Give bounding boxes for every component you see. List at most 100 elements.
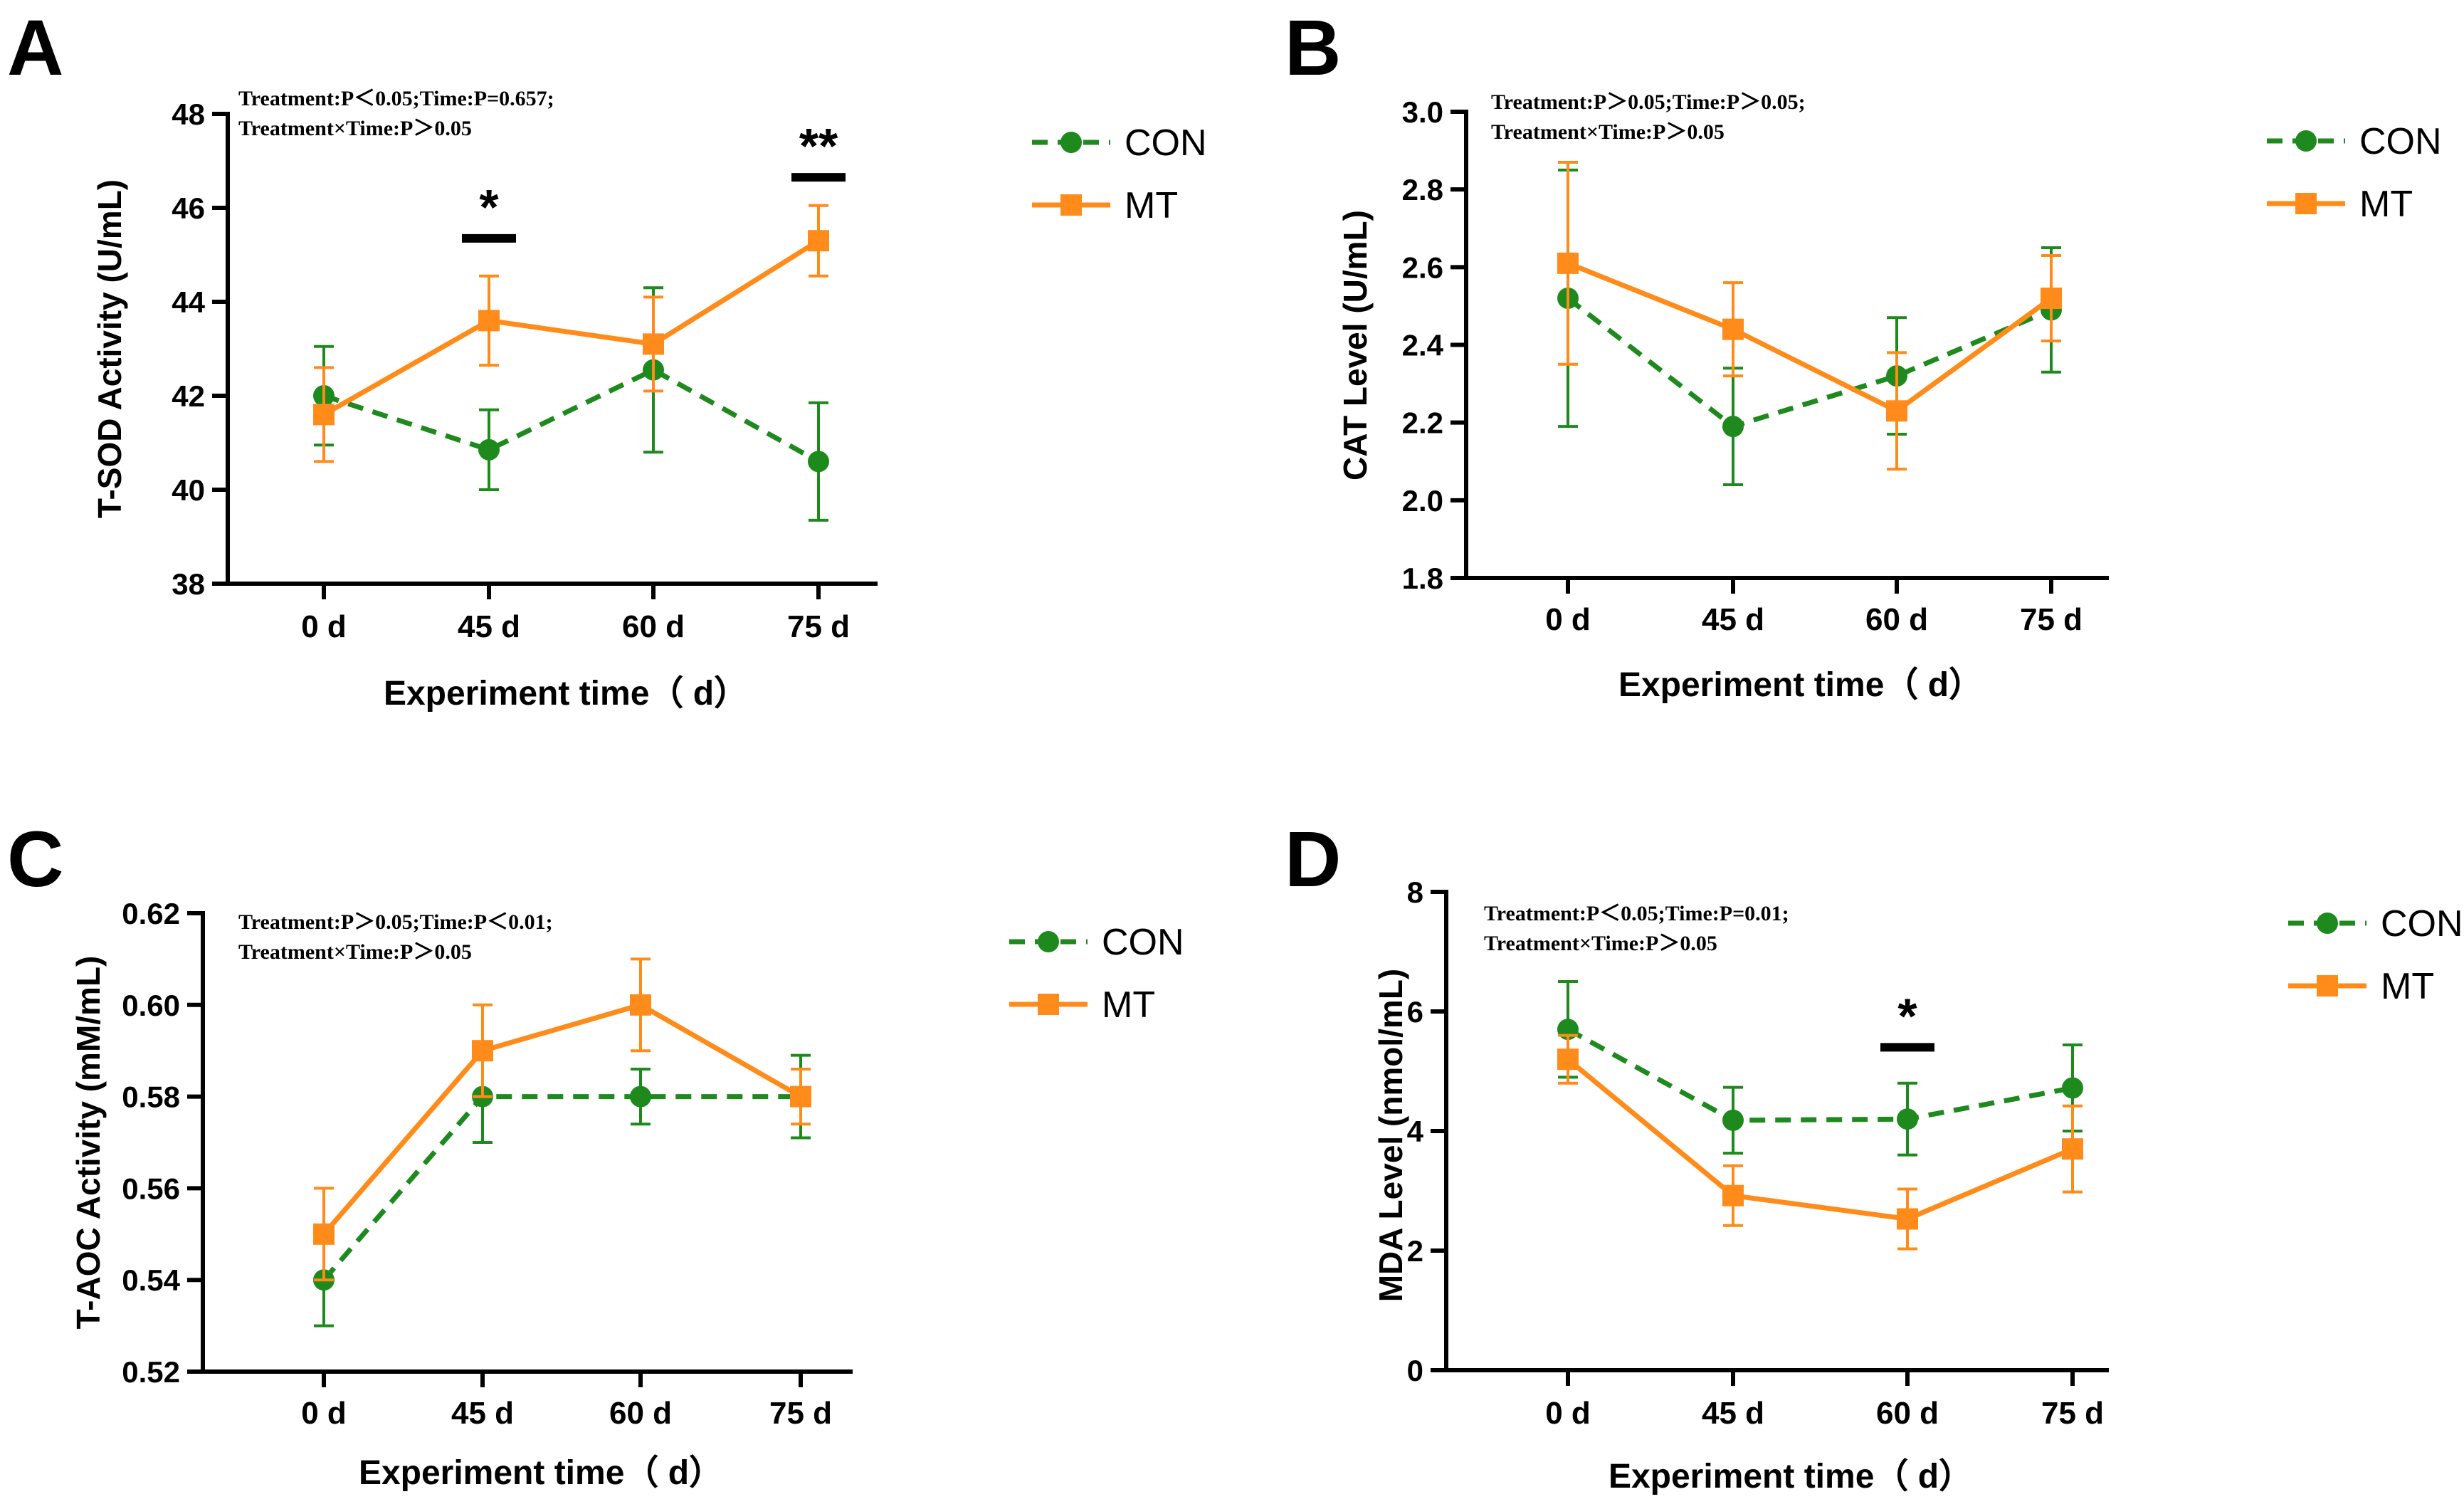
series-mt — [313, 204, 829, 463]
legend-marker — [1060, 132, 1082, 153]
y-tick-label: 8 — [1407, 876, 1423, 909]
data-point — [630, 994, 651, 1016]
x-tick-label: 75 d — [2020, 602, 2083, 637]
y-tick-label: 0.58 — [122, 1081, 180, 1114]
legend-label: CON — [1102, 922, 1184, 963]
legend-label: MT — [1102, 984, 1155, 1026]
data-point — [1722, 416, 1744, 438]
y-tick-label: 4 — [1407, 1115, 1424, 1148]
data-point — [790, 1085, 811, 1108]
data-point — [2062, 1138, 2083, 1160]
legend-marker — [2317, 975, 2338, 997]
series-mt — [1557, 1034, 2083, 1251]
series-line — [1567, 261, 2053, 414]
series-con — [313, 286, 829, 522]
series-line — [322, 367, 820, 464]
legend-label: MT — [2381, 966, 2434, 1007]
series-mt — [1557, 160, 2062, 471]
y-tick-label: 2 — [1407, 1234, 1423, 1268]
legend-label: MT — [2359, 184, 2413, 225]
data-point — [1897, 1208, 1918, 1230]
y-axis-label: T-AOC Activity (mM/mL) — [70, 956, 107, 1330]
y-axis-label: T-SOD Activity (U/mL) — [91, 179, 128, 518]
series-line — [322, 1002, 802, 1236]
x-tick-label: 0 d — [301, 609, 347, 644]
x-axis-label: Experiment time（ d） — [1618, 666, 1983, 704]
x-axis-label: Experiment time（ d） — [1609, 1458, 1973, 1495]
panel-letter: D — [1285, 816, 1341, 903]
panel-c: C Treatment:P＞0.05;Time:P＜0.01; Treatment×… — [7, 816, 1184, 1492]
legend-item-con: CON — [1032, 122, 1207, 164]
y-tick-label: 0.62 — [122, 897, 180, 930]
y-tick-label: 0.52 — [122, 1355, 180, 1389]
panel-letter: A — [7, 4, 63, 92]
data-point — [472, 1040, 493, 1062]
x-tick-label: 75 d — [769, 1396, 832, 1431]
y-tick-label: 46 — [172, 191, 205, 225]
data-point — [478, 438, 500, 461]
series-mt — [313, 957, 811, 1282]
y-axis-label: MDA Level (nmol/mL) — [1372, 969, 1409, 1303]
series-con — [1557, 168, 2062, 486]
y-tick-label: 38 — [172, 567, 205, 601]
legend-label: CON — [2359, 121, 2442, 162]
legend-marker — [1060, 194, 1082, 216]
stats-annotation: Treatment:P＞0.05;Time:P＜0.01; — [238, 910, 553, 934]
panel-b: B Treatment:P＞0.05;Time:P＞0.05; Treatment×… — [1285, 4, 2442, 704]
y-tick-label: 2.2 — [1402, 406, 1443, 440]
panel-letter: B — [1285, 4, 1341, 92]
significance-label: * — [479, 179, 499, 235]
data-point — [808, 451, 829, 473]
y-tick-label: 44 — [172, 285, 205, 319]
series-line — [322, 1094, 801, 1282]
x-tick-label: 45 d — [458, 609, 520, 644]
x-tick-label: 45 d — [1702, 602, 1764, 637]
x-tick-label: 45 d — [1702, 1396, 1764, 1431]
data-point — [2062, 1077, 2083, 1099]
data-point — [1722, 1184, 1744, 1206]
y-tick-label: 3.0 — [1402, 95, 1443, 129]
y-tick-label: 42 — [172, 379, 205, 413]
data-point — [313, 1223, 335, 1245]
stats-annotation: Treatment×Time:P＞0.05 — [1484, 932, 1717, 955]
legend-item-con: CON — [2288, 903, 2463, 945]
data-point — [1722, 1109, 1744, 1131]
series-line — [1566, 1057, 2074, 1222]
legend-item-mt: MT — [2288, 966, 2434, 1007]
y-tick-label: 0.54 — [122, 1263, 180, 1297]
y-tick-label: 48 — [172, 98, 205, 131]
series-line — [322, 238, 820, 417]
x-tick-label: 60 d — [1865, 602, 1928, 637]
data-point — [1722, 318, 1744, 340]
legend-item-mt: MT — [1009, 984, 1155, 1026]
legend-label: CON — [1125, 122, 1207, 164]
legend-marker — [2295, 130, 2317, 152]
x-tick-label: 60 d — [609, 1396, 672, 1431]
y-axis-label: CAT Level (U/mL) — [1337, 210, 1374, 480]
series-line — [1566, 296, 2053, 430]
legend-marker — [2295, 193, 2317, 214]
data-point — [808, 230, 829, 252]
x-tick-label: 75 d — [787, 609, 850, 644]
legend-label: MT — [1125, 185, 1178, 226]
y-tick-label: 2.4 — [1402, 329, 1444, 362]
legend-item-con: CON — [1009, 922, 1184, 963]
significance-label: ** — [799, 118, 838, 174]
data-point — [2041, 288, 2062, 309]
significance-label: * — [1897, 988, 1917, 1043]
legend-label: CON — [2381, 903, 2463, 945]
x-tick-label: 0 d — [1545, 602, 1591, 637]
legend-item-mt: MT — [1032, 185, 1178, 226]
legend-marker — [2317, 913, 2338, 934]
panel-d: D Treatment:P＜0.05;Time:P=0.01; Treatment×… — [1285, 816, 2463, 1495]
panel-letter: C — [7, 816, 63, 903]
y-tick-label: 0 — [1407, 1354, 1423, 1387]
y-tick-label: 40 — [172, 473, 205, 507]
stats-annotation: Treatment×Time:P＞0.05 — [238, 940, 472, 964]
legend-marker — [1038, 931, 1059, 952]
data-point — [1897, 1108, 1918, 1130]
x-tick-label: 45 d — [451, 1396, 514, 1431]
series-line — [1567, 1027, 2073, 1123]
series-con — [313, 1049, 811, 1327]
